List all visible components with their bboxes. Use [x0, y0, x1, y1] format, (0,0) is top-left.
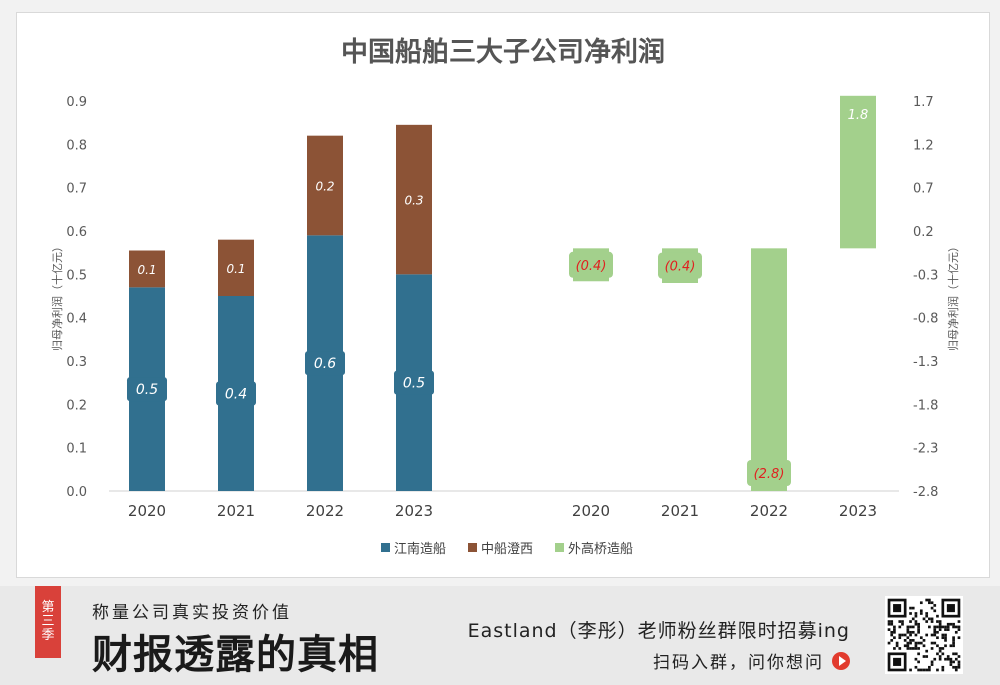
data-label: 0.3	[404, 194, 423, 208]
data-label: 0.5	[136, 382, 158, 398]
left-y-tick-label: 0.2	[66, 398, 87, 413]
right-y-tick-label: -1.3	[913, 355, 938, 370]
data-label: (2.8)	[754, 467, 785, 482]
data-label: 1.8	[848, 108, 869, 123]
right-y-tick-label: -0.3	[913, 268, 938, 283]
legend-swatch	[555, 543, 564, 552]
x-tick-label: 2023	[395, 502, 433, 520]
x-tick-label: 2021	[217, 502, 255, 520]
right-y-axis-label: 归母净利润（十亿元）	[946, 241, 960, 351]
scan-line[interactable]: 扫码入群，问你想问	[653, 648, 850, 673]
legend-label: 江南造船	[394, 541, 446, 557]
data-label: (0.4)	[576, 259, 607, 274]
data-label: 0.6	[314, 356, 336, 372]
left-y-tick-label: 0.0	[66, 485, 87, 500]
data-label: (0.4)	[665, 260, 696, 275]
data-label-bg	[394, 370, 434, 395]
data-label-bg	[569, 251, 613, 278]
x-tick-label: 2023	[839, 502, 877, 520]
right-y-tick-label: -1.8	[913, 398, 938, 413]
bar-waigaoqiao	[751, 248, 787, 491]
left-y-tick-label: 0.3	[66, 355, 87, 370]
x-tick-label: 2022	[306, 502, 344, 520]
x-tick-label: 2020	[572, 502, 610, 520]
left-y-tick-label: 0.7	[66, 182, 87, 197]
season-tag-char: 三	[41, 614, 55, 629]
data-label-bg	[216, 381, 256, 406]
x-tick-label: 2020	[128, 502, 166, 520]
legend-label: 外高桥造船	[568, 541, 633, 557]
banner-slogan: 称量公司真实投资价值	[92, 603, 292, 623]
left-y-tick-label: 0.1	[66, 442, 87, 457]
right-y-tick-label: 0.2	[913, 225, 934, 240]
right-y-tick-label: 1.7	[913, 95, 934, 110]
left-y-tick-label: 0.6	[66, 225, 87, 240]
left-y-tick-label: 0.9	[66, 95, 87, 110]
scan-text: 扫码入群，问你想问	[653, 653, 824, 673]
data-label: 0.1	[226, 262, 245, 276]
left-y-tick-label: 0.4	[66, 312, 87, 327]
data-label: 0.5	[403, 376, 425, 392]
chart-panel: 中国船舶三大子公司净利润 0.0 0.1 0.2 0.3 0.4 0.5 0.6 0.7 0.8 0…	[16, 12, 990, 578]
data-label: 0.2	[315, 180, 334, 194]
arrow-right-icon[interactable]	[832, 651, 850, 670]
legend-swatch	[468, 543, 477, 552]
banner-title: 财报透露的真相	[92, 631, 379, 678]
promo-banner: 第 三 季 称量公司真实投资价值 财报透露的真相 Eastland（李彤）老师粉…	[0, 586, 1000, 685]
bar-chengxi	[396, 124, 432, 275]
left-y-tick-label: 0.8	[66, 138, 87, 153]
right-y-tick-label: -0.8	[913, 312, 938, 327]
x-tick-label: 2021	[661, 502, 699, 520]
season-tag: 第 三 季	[35, 586, 61, 658]
right-y-tick-label: 1.2	[913, 138, 934, 153]
x-tick-label: 2022	[750, 502, 788, 520]
qr-code-icon[interactable]	[885, 596, 963, 674]
data-label: 0.1	[137, 263, 156, 277]
season-tag-char: 季	[41, 628, 55, 643]
right-y-tick-label: -2.3	[913, 442, 938, 457]
data-label-bg	[747, 460, 791, 486]
right-y-tick-label: -2.8	[913, 485, 938, 500]
legend-swatch	[381, 543, 390, 552]
chart-title: 中国船舶三大子公司净利润	[341, 36, 665, 68]
chart-svg: 中国船舶三大子公司净利润 0.0 0.1 0.2 0.3 0.4 0.5 0.6 0.7 0.8 0…	[50, 36, 960, 557]
data-label-bg	[658, 252, 702, 279]
left-y-tick-label: 0.5	[66, 268, 87, 283]
season-tag-char: 第	[41, 600, 55, 615]
bar-chengxi	[218, 239, 254, 296]
data-label-bg	[305, 351, 345, 376]
right-y-tick-label: 0.7	[913, 182, 934, 197]
legend-label: 中船澄西	[481, 542, 533, 557]
left-y-axis-label: 归母净利润（十亿元）	[50, 241, 64, 351]
bar-waigaoqiao	[840, 95, 876, 249]
recruit-text: Eastland（李彤）老师粉丝群限时招募ing	[467, 620, 850, 642]
bar-chengxi	[307, 135, 343, 236]
data-label: 0.4	[225, 387, 247, 403]
bar-chengxi	[129, 250, 165, 288]
data-label-bg	[127, 377, 167, 402]
